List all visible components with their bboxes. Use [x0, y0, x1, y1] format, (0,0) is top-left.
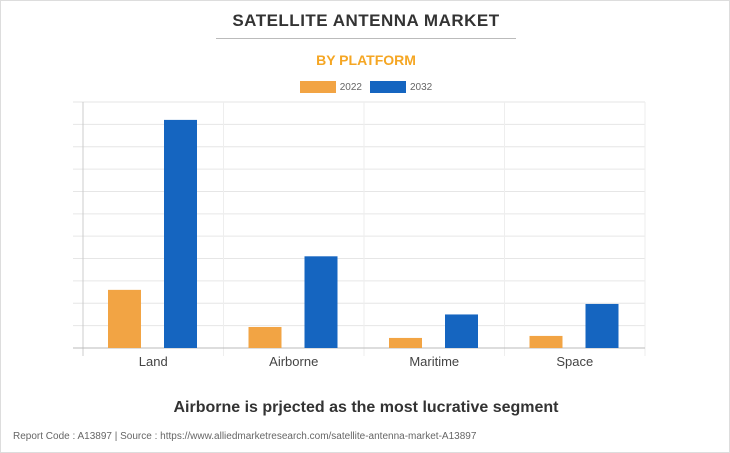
legend-swatch	[299, 81, 336, 93]
legend-label: 2022	[339, 81, 362, 93]
bar-2032-space	[585, 303, 619, 348]
bar-2032-land	[164, 119, 197, 349]
x-tick-label: Space	[556, 354, 593, 369]
legend-item-2022[interactable]: 2022	[299, 81, 362, 93]
bar-2032-maritime	[445, 314, 478, 348]
bar-2032-airborne	[304, 256, 338, 348]
source-footer: Report Code : A13897 | Source : https://…	[13, 431, 477, 442]
legend: 2022 2032	[1, 81, 729, 93]
legend-label: 2032	[410, 81, 433, 93]
headline: Airborne is prjected as the most lucrati…	[173, 399, 559, 416]
title-divider	[216, 38, 516, 39]
chart-title: SATELLITE ANTENNA MARKET	[232, 11, 500, 30]
bar-2022-land	[108, 289, 141, 348]
bar-2022-space	[529, 335, 563, 348]
legend-item-2032[interactable]: 2032	[370, 81, 432, 93]
x-tick-label: Airborne	[269, 354, 318, 369]
bar-2022-maritime	[389, 337, 422, 348]
bar-2022-airborne	[248, 326, 282, 348]
legend-swatch	[370, 81, 406, 93]
chart-subtitle: BY PLATFORM	[316, 52, 416, 68]
x-tick-label: Maritime	[409, 354, 459, 369]
x-tick-label: Land	[139, 354, 168, 369]
